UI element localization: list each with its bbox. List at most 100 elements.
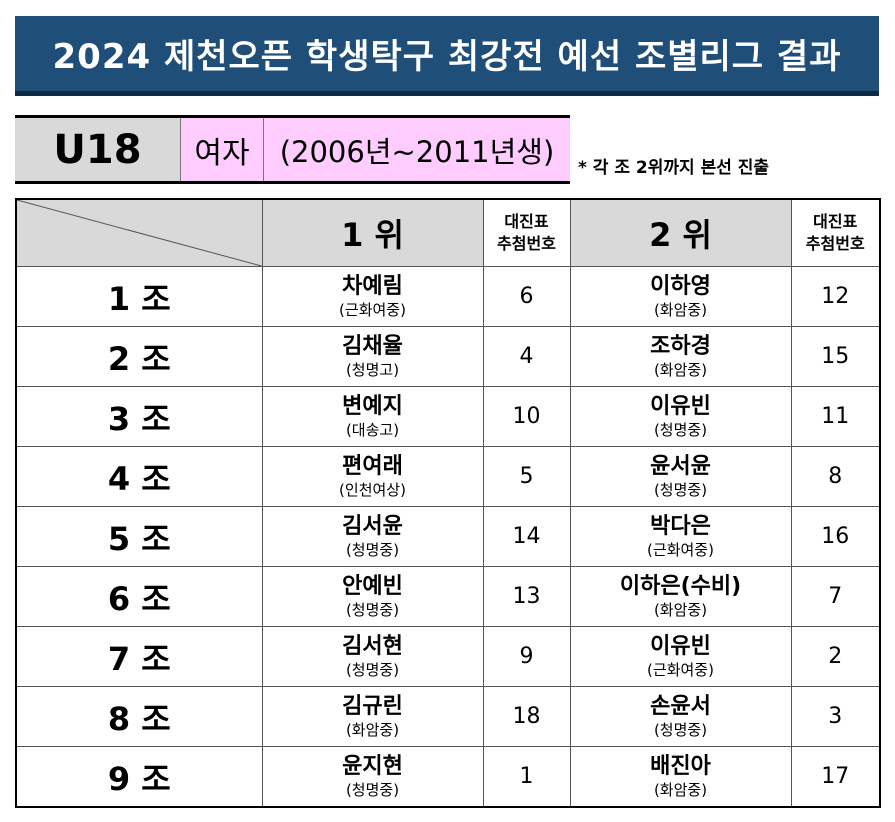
header-first-place: 1 위 [261, 198, 484, 267]
player-name: 김서현 [342, 633, 403, 659]
draw-number: 18 [482, 686, 571, 747]
player-name: 윤서윤 [650, 453, 711, 479]
group-label: 7 조 [15, 626, 263, 687]
group-label: 6 조 [15, 566, 263, 627]
diagonal-line [17, 200, 262, 266]
draw-number: 6 [482, 266, 571, 327]
player-name: 이하영 [650, 273, 711, 299]
player-school: (근화여중) [647, 540, 714, 559]
draw-number: 13 [482, 566, 571, 627]
results-table: 1 위 대진표 추첨번호 2 위 대진표 추첨번호 1 조 차예림 (근화여중) 6 이… [15, 198, 881, 808]
player-school: (청명중) [345, 660, 400, 679]
player-school: (청명중) [653, 720, 708, 739]
group-label: 3 조 [15, 386, 263, 447]
player-school: (청명중) [653, 480, 708, 499]
second-place-cell: 박다은 (근화여중) [569, 506, 792, 567]
player-school: (청명중) [345, 540, 400, 559]
player-name: 편여래 [342, 453, 403, 479]
draw-header-line2: 추첨번호 [805, 234, 865, 253]
draw-header-line1: 대진표 [813, 212, 858, 231]
draw-header-line1: 대진표 [504, 212, 549, 231]
player-school: (근화여중) [339, 300, 406, 319]
results-body: 1 조 차예림 (근화여중) 6 이하영 (화암중) 12 2 조 김채율 (청명고) 4 조하경 (화… [15, 266, 881, 808]
table-row: 9 조 윤지현 (청명중) 1 배진아 (화암중) 17 [15, 746, 881, 808]
draw-number: 3 [790, 686, 881, 747]
category-gender: 여자 [181, 118, 264, 181]
draw-number: 14 [482, 506, 571, 567]
draw-number: 5 [482, 446, 571, 507]
player-name: 변예지 [342, 393, 403, 419]
second-place-cell: 이유빈 (청명중) [569, 386, 792, 447]
draw-number: 8 [790, 446, 881, 507]
category-box: U18 여자 (2006년~2011년생) [15, 115, 570, 184]
player-school: (인천여상) [339, 480, 406, 499]
first-place-cell: 김서윤 (청명중) [261, 506, 484, 567]
player-name: 조하경 [650, 333, 711, 359]
draw-number: 2 [790, 626, 881, 687]
table-row: 1 조 차예림 (근화여중) 6 이하영 (화암중) 12 [15, 266, 881, 327]
header-first-draw: 대진표 추첨번호 [482, 198, 571, 267]
player-name: 안예빈 [342, 573, 403, 599]
first-place-cell: 변예지 (대송고) [261, 386, 484, 447]
player-school: (화암중) [653, 600, 708, 619]
player-name: 김규린 [342, 693, 403, 719]
player-school: (청명중) [345, 780, 400, 799]
title-banner: 2024 제천오픈 학생탁구 최강전 예선 조별리그 결과 [15, 16, 879, 96]
table-row: 2 조 김채율 (청명고) 4 조하경 (화암중) 15 [15, 326, 881, 387]
first-place-cell: 김채율 (청명고) [261, 326, 484, 387]
draw-number: 10 [482, 386, 571, 447]
first-place-cell: 안예빈 (청명중) [261, 566, 484, 627]
second-place-cell: 이하영 (화암중) [569, 266, 792, 327]
page-title: 2024 제천오픈 학생탁구 최강전 예선 조별리그 결과 [52, 37, 842, 77]
player-name: 이유빈 [650, 633, 711, 659]
table-row: 4 조 편여래 (인천여상) 5 윤서윤 (청명중) 8 [15, 446, 881, 507]
player-name: 배진아 [650, 753, 711, 779]
player-name: 윤지현 [342, 753, 403, 779]
first-place-cell: 김서현 (청명중) [261, 626, 484, 687]
advance-note: * 각 조 2위까지 본선 진출 [578, 158, 770, 178]
player-school: (청명중) [345, 600, 400, 619]
second-place-cell: 배진아 (화암중) [569, 746, 792, 808]
draw-number: 15 [790, 326, 881, 387]
draw-number: 11 [790, 386, 881, 447]
category-years: (2006년~2011년생) [264, 118, 570, 181]
player-name: 이하은(수비) [619, 573, 742, 599]
header-second-draw: 대진표 추첨번호 [790, 198, 881, 267]
group-label: 2 조 [15, 326, 263, 387]
player-school: (청명중) [653, 420, 708, 439]
table-row: 8 조 김규린 (화암중) 18 손윤서 (청명중) 3 [15, 686, 881, 747]
table-row: 6 조 안예빈 (청명중) 13 이하은(수비) (화암중) 7 [15, 566, 881, 627]
group-label: 4 조 [15, 446, 263, 507]
draw-number: 16 [790, 506, 881, 567]
header-second-place: 2 위 [569, 198, 792, 267]
draw-number: 7 [790, 566, 881, 627]
draw-header-line2: 추첨번호 [497, 234, 556, 253]
second-place-cell: 윤서윤 (청명중) [569, 446, 792, 507]
player-name: 박다은 [650, 513, 711, 539]
second-place-cell: 이하은(수비) (화암중) [569, 566, 792, 627]
draw-number: 12 [790, 266, 881, 327]
player-school: (청명고) [345, 360, 400, 379]
player-name: 차예림 [342, 273, 403, 299]
player-name: 손윤서 [650, 693, 711, 719]
player-school: (근화여중) [647, 660, 714, 679]
category-code: U18 [15, 118, 181, 181]
player-school: (대송고) [345, 420, 400, 439]
draw-number: 4 [482, 326, 571, 387]
table-row: 7 조 김서현 (청명중) 9 이유빈 (근화여중) 2 [15, 626, 881, 687]
first-place-cell: 편여래 (인천여상) [261, 446, 484, 507]
second-place-cell: 손윤서 (청명중) [569, 686, 792, 747]
player-name: 김서윤 [342, 513, 403, 539]
first-place-cell: 김규린 (화암중) [261, 686, 484, 747]
player-name: 김채율 [342, 333, 403, 359]
draw-number: 17 [790, 746, 881, 808]
first-place-cell: 차예림 (근화여중) [261, 266, 484, 327]
group-label: 1 조 [15, 266, 263, 327]
group-label: 9 조 [15, 746, 263, 808]
player-school: (화암중) [653, 780, 708, 799]
player-name: 이유빈 [650, 393, 711, 419]
player-school: (화암중) [345, 720, 400, 739]
header-row: 1 위 대진표 추첨번호 2 위 대진표 추첨번호 [15, 198, 881, 267]
second-place-cell: 조하경 (화암중) [569, 326, 792, 387]
player-school: (화암중) [653, 360, 708, 379]
